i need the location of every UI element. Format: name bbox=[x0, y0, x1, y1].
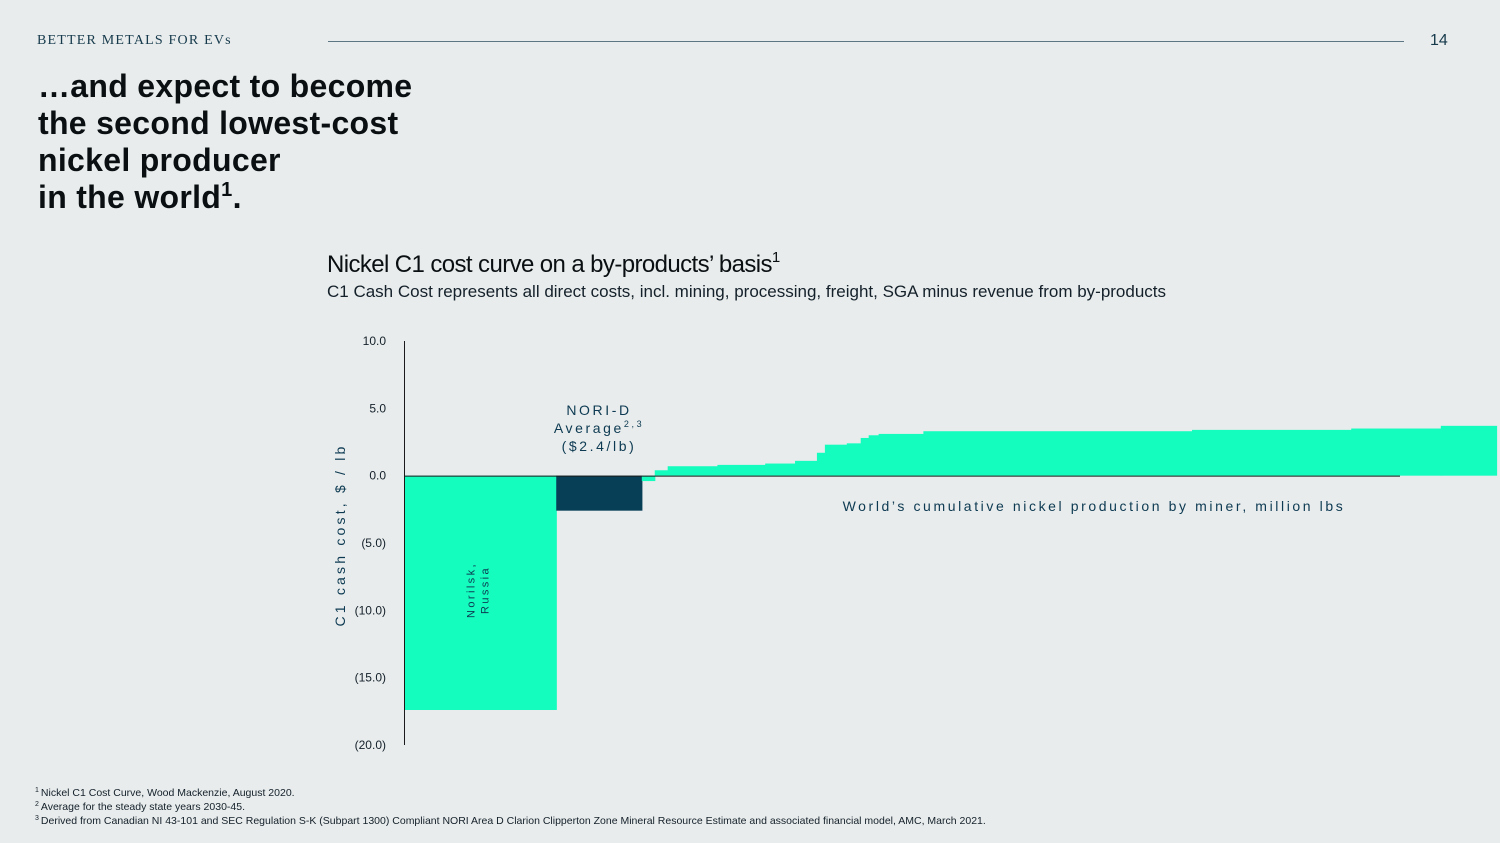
footnote-1-ref: 1 bbox=[35, 787, 39, 794]
nori-label-footnote-ref: 2,3 bbox=[624, 419, 644, 429]
page-headline: …and expect to become the second lowest-… bbox=[38, 68, 498, 216]
bar-2-5 bbox=[795, 460, 818, 476]
footnote-2-text: Average for the steady state years 2030-… bbox=[40, 801, 246, 813]
footnote-3-text: Derived from Canadian NI 43-101 and SEC … bbox=[40, 815, 986, 827]
y-tick-label: 0.0 bbox=[369, 469, 386, 483]
chart-title: Nickel C1 cost curve on a by-products’ b… bbox=[327, 249, 781, 279]
chart-annotations: Norilsk, RussiaNORI-DAverage2,3($2.4/lb)W… bbox=[466, 402, 1346, 618]
page-number: 14 bbox=[1430, 32, 1448, 49]
headline-line-4: in the world1. bbox=[38, 179, 498, 216]
footnote-1: 1 Nickel C1 Cost Curve, Wood Mackenzie, A… bbox=[35, 786, 986, 800]
headline-line-2: the second lowest-cost bbox=[38, 105, 399, 141]
footnote-3-ref: 3 bbox=[35, 815, 39, 822]
bar-2-1 bbox=[654, 470, 669, 476]
norilsk-label-line-2: Russia bbox=[480, 566, 492, 614]
y-tick-label: (20.0) bbox=[355, 738, 386, 752]
bars-layer bbox=[405, 425, 1498, 710]
section-label: BETTER METALS FOR EVs bbox=[37, 33, 232, 48]
headline-line-3: nickel producer bbox=[38, 142, 281, 178]
norilsk-label-line-1: Norilsk, bbox=[466, 562, 478, 618]
y-ticks: 10.0 5.0 0.0 (5.0) (10.0) (15.0) (20.0) bbox=[355, 334, 387, 752]
bar-2-14 bbox=[1351, 428, 1442, 476]
bar-2-10 bbox=[868, 435, 880, 476]
footnote-1-text: Nickel C1 Cost Curve, Wood Mackenzie, Au… bbox=[40, 787, 295, 799]
bar-2-6 bbox=[816, 452, 826, 476]
nori-label-line-2: Average2,3 bbox=[554, 419, 644, 436]
bar-2-7 bbox=[824, 444, 848, 476]
footnotes: 1 Nickel C1 Cost Curve, Wood Mackenzie, A… bbox=[35, 786, 986, 828]
header-divider bbox=[328, 41, 1404, 42]
bar-2-2 bbox=[667, 466, 719, 476]
bar-2-0 bbox=[641, 475, 656, 482]
bar-2-15 bbox=[1440, 425, 1498, 476]
bar-2-11 bbox=[878, 433, 924, 476]
headline-line-4-text: in the world bbox=[38, 179, 222, 215]
norilsk-label: Norilsk, Russia bbox=[466, 562, 492, 618]
chart-subtitle: C1 Cash Cost represents all direct costs… bbox=[327, 282, 1167, 301]
footnote-2: 2 Average for the steady state years 2030… bbox=[35, 800, 986, 814]
x-axis-label: World’s cumulative nickel production by … bbox=[843, 498, 1346, 514]
y-tick-label: (5.0) bbox=[361, 536, 386, 550]
headline-end-punct: . bbox=[232, 179, 242, 215]
bar-2-9 bbox=[860, 437, 870, 476]
y-tick-label: 5.0 bbox=[369, 401, 386, 415]
y-tick-label: 10.0 bbox=[363, 334, 387, 348]
bar-2-12 bbox=[923, 431, 1193, 476]
bar-2-3 bbox=[717, 464, 766, 476]
axes-layer bbox=[404, 341, 1400, 745]
nori-label-line-1: NORI-D bbox=[566, 402, 631, 418]
y-tick-label: (15.0) bbox=[355, 671, 386, 685]
y-tick-label: (10.0) bbox=[355, 603, 386, 617]
chart-title-text: Nickel C1 cost curve on a by-products’ b… bbox=[327, 251, 773, 278]
bar-2-13 bbox=[1192, 429, 1352, 476]
bar-2-4 bbox=[765, 463, 796, 476]
bar-2-8 bbox=[846, 443, 862, 476]
footnote-2-ref: 2 bbox=[35, 801, 39, 808]
bar-1-0 bbox=[556, 475, 643, 511]
nori-label-line-3: ($2.4/lb) bbox=[562, 438, 637, 454]
headline-footnote-ref: 1 bbox=[221, 179, 233, 201]
chart-title-footnote-ref: 1 bbox=[771, 249, 781, 266]
footnote-3: 3 Derived from Canadian NI 43-101 and SEC… bbox=[35, 814, 986, 828]
headline-line-1: …and expect to become bbox=[38, 68, 413, 104]
nori-label-average: Average bbox=[554, 420, 624, 436]
bar-0-0 bbox=[405, 475, 557, 710]
